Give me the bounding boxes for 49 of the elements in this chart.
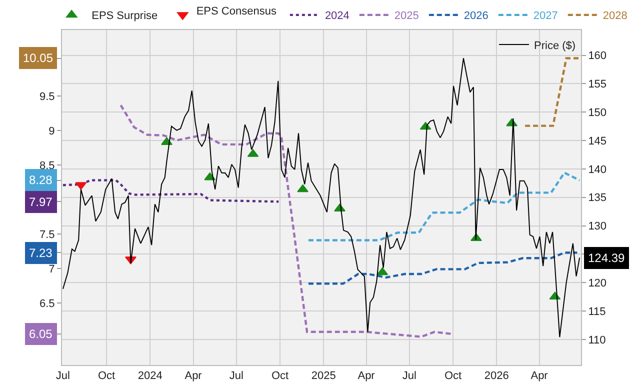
y2-tick-label: 140 [588,164,607,176]
legend-label: Price ($) [534,40,576,52]
y2-tick-label: 145 [588,135,607,148]
legend-title: EPS Consensus [196,6,277,18]
y-tick-label: 10.05 [23,51,54,65]
x-tick-label: Oct [271,370,289,382]
legend-label: 2027 [533,10,558,22]
x-tick-label: Jul [56,370,70,382]
x-tick-label: Oct [444,370,462,382]
x-tick-label: Oct [98,370,116,382]
y2-tick-label: 160 [588,50,607,62]
y2-tick-label: 115 [588,306,606,318]
y-tick-label: 6.5 [40,298,55,310]
y-tick-label: 8.5 [40,160,55,172]
y-tick-label: 8.28 [29,173,53,187]
y2-tick-label: 135 [588,192,607,204]
y-tick-label: 7.97 [29,195,53,209]
x-tick-label: Jul [229,370,244,382]
point [297,184,308,192]
y-tick-label: 7.23 [29,246,53,260]
y-tick-label: 7 [48,263,55,276]
point [376,267,388,276]
y-tick-label: 9 [48,125,55,138]
x-tick-label: Apr [184,370,202,382]
y2-tick-label: 120 [588,277,607,290]
line-series [62,58,580,338]
y-tick-label: 6.05 [29,327,53,341]
x-tick-label: Apr [358,370,376,382]
line-series [307,172,581,242]
line-series [307,252,578,285]
y2-tick-label: 155 [588,78,607,91]
x-tick-label: 2025 [311,370,336,382]
line-series [120,104,454,338]
x-tick-label: Jul [402,370,416,382]
line-series [62,179,280,203]
legend-label: EPS Surprise [92,10,158,22]
y2-tick-label: 110 [588,334,606,346]
y2-tick-label: 150 [588,106,607,119]
legend-label: 2028 [602,10,628,22]
y2-tick-label: 130 [588,220,607,233]
legend-label: 2024 [324,10,350,22]
x-tick-label: 2026 [484,370,509,382]
y-tick-label: 7.5 [40,228,55,241]
x-tick-label: 2024 [138,370,162,382]
data-label: 124.39 [588,251,626,265]
y-tick-label: 9.5 [40,91,55,104]
x-tick-label: Apr [530,370,548,382]
legend-label: 2026 [464,10,488,22]
legend-label: 2025 [394,10,419,22]
